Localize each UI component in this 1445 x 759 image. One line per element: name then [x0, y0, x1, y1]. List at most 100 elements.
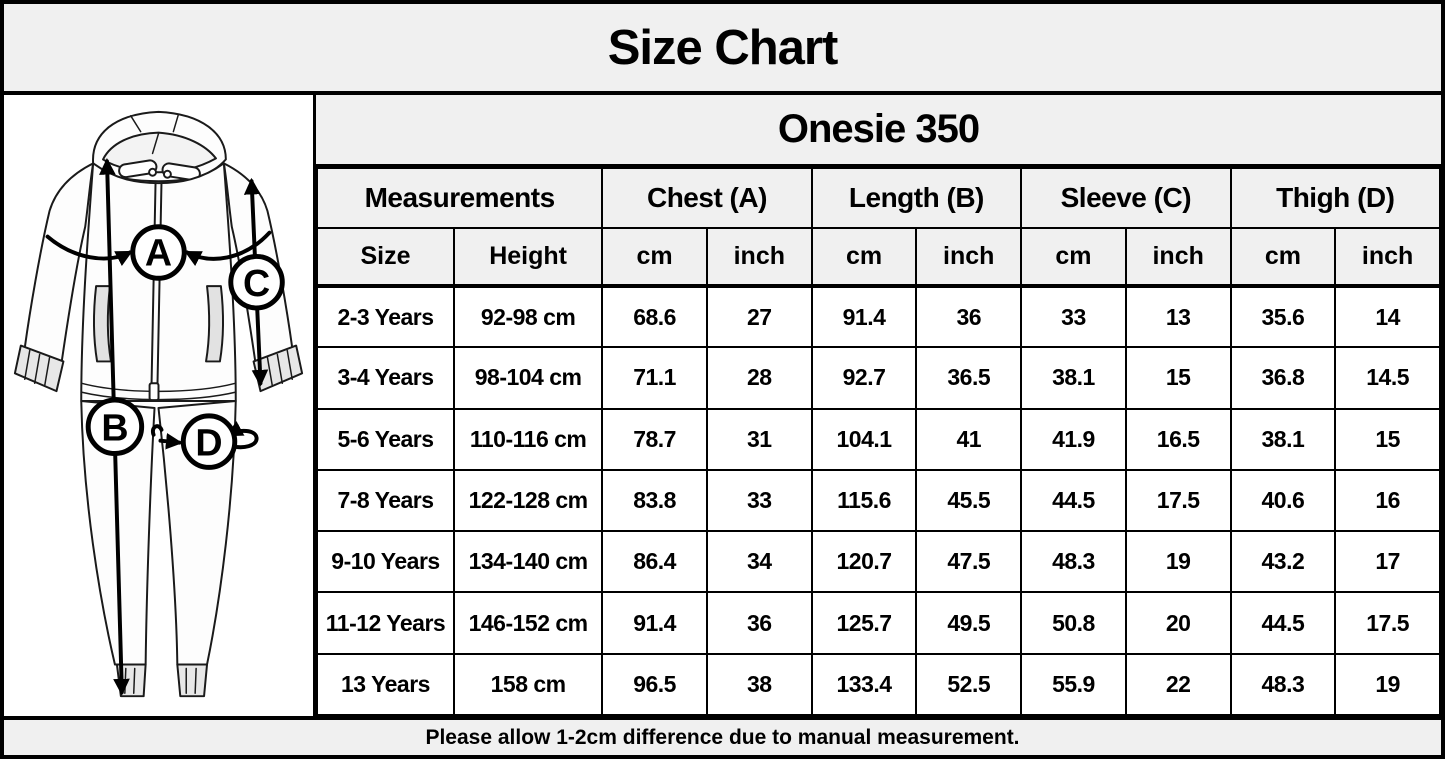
- column-sub-header: inch: [1334, 227, 1441, 288]
- value-cell: 49.5: [915, 591, 1023, 655]
- column-group-header: Sleeve (C): [1020, 167, 1232, 229]
- label-b: B: [101, 407, 128, 449]
- value-cell: 17.5: [1124, 468, 1232, 533]
- height-cell: 134-140 cm: [452, 530, 604, 594]
- height-cell: 146-152 cm: [452, 591, 604, 655]
- main-area: A B C D Onesie 350 Measurements Chest (A)…: [4, 95, 1441, 717]
- value-cell: 68.6: [601, 284, 708, 349]
- label-circle-a: [130, 224, 187, 281]
- value-cell: 91.4: [601, 591, 708, 655]
- value-cell: 17: [1334, 530, 1441, 594]
- size-cell: 11-12 Years: [316, 591, 455, 655]
- value-cell: 78.7: [601, 407, 708, 471]
- value-cell: 13: [1124, 284, 1232, 349]
- annotation-circles: [85, 224, 285, 470]
- size-cell: 7-8 Years: [316, 468, 455, 533]
- column-sub-header: Height: [452, 227, 604, 288]
- value-cell: 91.4: [810, 284, 918, 349]
- size-cell: 9-10 Years: [316, 530, 455, 594]
- value-cell: 19: [1124, 530, 1232, 594]
- value-cell: 27: [705, 284, 813, 349]
- value-cell: 28: [705, 346, 813, 410]
- table-wrap: Measurements Chest (A) Length (B) Sleeve (C…: [315, 167, 1441, 717]
- value-cell: 14.5: [1334, 346, 1441, 410]
- page-title: Size Chart: [607, 20, 839, 75]
- height-cell: 158 cm: [452, 652, 604, 717]
- column-sub-header: inch: [705, 227, 813, 288]
- value-cell: 52.5: [915, 652, 1023, 717]
- thigh-arrow-d: [158, 432, 183, 450]
- label-circle-c: [228, 253, 285, 311]
- label-a: A: [145, 231, 172, 273]
- size-cell: 5-6 Years: [316, 407, 455, 471]
- value-cell: 48.3: [1020, 530, 1127, 594]
- value-cell: 44.5: [1020, 468, 1127, 533]
- note-bar: Please allow 1-2cm difference due to man…: [4, 716, 1441, 755]
- table-row: 5-6 Years 110-116 cm 78.7 31 104.1 41 41.9 16.5…: [316, 407, 1441, 471]
- value-cell: 15: [1124, 346, 1232, 410]
- height-cell: 110-116 cm: [452, 407, 604, 471]
- value-cell: 36: [705, 591, 813, 655]
- value-cell: 16.5: [1124, 407, 1232, 471]
- value-cell: 15: [1334, 407, 1441, 471]
- size-cell: 13 Years: [316, 652, 455, 717]
- table-row: 9-10 Years 134-140 cm 86.4 34 120.7 47.5 48.3 1…: [316, 530, 1441, 594]
- value-cell: 22: [1124, 652, 1232, 717]
- column-sub-header: cm: [1229, 227, 1337, 288]
- value-cell: 31: [705, 407, 813, 471]
- label-circle-d: [180, 413, 238, 470]
- value-cell: 14: [1334, 284, 1441, 349]
- value-cell: 38: [705, 652, 813, 717]
- column-group-header: Length (B): [810, 167, 1023, 229]
- value-cell: 55.9: [1020, 652, 1127, 717]
- size-cell: 2-3 Years: [316, 284, 455, 349]
- table-row: 7-8 Years 122-128 cm 83.8 33 115.6 45.5 44.5 17…: [316, 468, 1441, 533]
- value-cell: 35.6: [1229, 284, 1337, 349]
- onesie-diagram-panel: A B C D: [4, 95, 316, 716]
- value-cell: 48.3: [1229, 652, 1337, 717]
- value-cell: 17.5: [1334, 591, 1441, 655]
- measurement-note: Please allow 1-2cm difference due to man…: [425, 725, 1020, 749]
- value-cell: 43.2: [1229, 530, 1337, 594]
- value-cell: 34: [705, 530, 813, 594]
- value-cell: 92.7: [810, 346, 918, 410]
- height-cell: 92-98 cm: [452, 284, 604, 349]
- value-cell: 86.4: [601, 530, 708, 594]
- value-cell: 40.6: [1229, 468, 1337, 533]
- value-cell: 45.5: [915, 468, 1023, 533]
- chest-arrow-left: [45, 234, 133, 267]
- value-cell: 20: [1124, 591, 1232, 655]
- value-cell: 36.5: [915, 346, 1023, 410]
- value-cell: 120.7: [810, 530, 918, 594]
- value-cell: 41.9: [1020, 407, 1127, 471]
- table-panel: Onesie 350 Measurements Chest (A) Length (…: [315, 95, 1441, 717]
- value-cell: 115.6: [810, 468, 918, 533]
- column-sub-header: cm: [601, 227, 708, 288]
- table-row: 13 Years 158 cm 96.5 38 133.4 52.5 55.9 22 48.3 1…: [316, 652, 1441, 717]
- value-cell: 125.7: [810, 591, 918, 655]
- height-cell: 98-104 cm: [452, 346, 604, 410]
- size-chart-table: Measurements Chest (A) Length (B) Sleeve (C…: [315, 167, 1441, 717]
- height-cell: 122-128 cm: [452, 468, 604, 533]
- value-cell: 19: [1334, 652, 1441, 717]
- label-c: C: [243, 262, 270, 304]
- thigh-arrow-curl: [150, 424, 164, 437]
- value-cell: 50.8: [1020, 591, 1127, 655]
- column-group-header: Thigh (D): [1229, 167, 1441, 229]
- column-sub-header: Size: [316, 227, 455, 288]
- annotation-letters: A B C D: [101, 231, 270, 463]
- title-bar: Size Chart: [4, 4, 1441, 95]
- value-cell: 33: [1020, 284, 1127, 349]
- value-cell: 33: [705, 468, 813, 533]
- onesie-garment: [13, 110, 304, 698]
- value-cell: 36: [915, 284, 1023, 349]
- table-row: 2-3 Years 92-98 cm 68.6 27 91.4 36 33 13 35.6 14: [316, 284, 1441, 349]
- value-cell: 36.8: [1229, 346, 1337, 410]
- label-d: D: [195, 422, 222, 464]
- column-group-header: Measurements: [315, 167, 604, 229]
- chest-arrow-right: [184, 230, 272, 267]
- size-cell: 3-4 Years: [316, 346, 455, 410]
- table-row: 3-4 Years 98-104 cm 71.1 28 92.7 36.5 38.1 15 36…: [316, 346, 1441, 410]
- value-cell: 38.1: [1020, 346, 1127, 410]
